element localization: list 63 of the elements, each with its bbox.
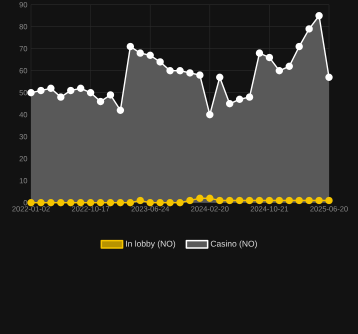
point <box>106 199 114 206</box>
point <box>286 62 293 70</box>
point <box>146 199 154 206</box>
point <box>96 199 104 206</box>
point <box>86 199 94 206</box>
point <box>256 196 264 204</box>
point <box>86 89 94 96</box>
point <box>126 42 134 50</box>
point <box>37 199 45 206</box>
point <box>196 194 204 202</box>
point <box>76 84 84 92</box>
point <box>196 71 204 79</box>
point <box>206 194 214 202</box>
point <box>166 199 174 206</box>
point <box>136 49 144 57</box>
point <box>37 86 45 94</box>
point <box>325 74 333 81</box>
legend-label: In lobby (NO) <box>126 240 176 248</box>
point <box>106 91 114 99</box>
point <box>126 199 134 206</box>
point <box>47 199 55 206</box>
point <box>315 196 323 204</box>
point <box>246 196 254 204</box>
point <box>276 196 284 204</box>
point <box>216 74 224 81</box>
point <box>47 84 55 92</box>
point <box>266 196 274 204</box>
legend-label: Casino (NO) <box>210 240 257 248</box>
point <box>57 199 64 206</box>
point <box>186 69 194 77</box>
point <box>266 54 274 62</box>
point <box>96 98 104 106</box>
point <box>305 25 313 33</box>
point <box>296 196 303 204</box>
point <box>286 196 293 204</box>
point <box>216 196 224 204</box>
point <box>136 196 144 204</box>
point <box>236 196 244 204</box>
point <box>226 100 234 108</box>
point <box>276 67 284 74</box>
point <box>315 12 323 20</box>
point <box>156 199 164 206</box>
point <box>116 106 124 114</box>
point <box>116 199 124 206</box>
point <box>305 196 313 204</box>
point <box>146 52 154 59</box>
point <box>186 196 194 204</box>
point <box>176 199 184 206</box>
point <box>166 67 174 74</box>
point <box>67 199 74 206</box>
point <box>176 67 184 74</box>
point <box>296 42 303 50</box>
point <box>226 196 234 204</box>
point <box>325 196 333 204</box>
point <box>236 96 244 103</box>
point <box>67 86 74 94</box>
point <box>156 58 164 66</box>
point <box>57 93 64 101</box>
point <box>206 111 214 118</box>
point <box>246 93 254 101</box>
point <box>27 89 35 96</box>
point <box>76 199 84 206</box>
point <box>256 49 264 57</box>
